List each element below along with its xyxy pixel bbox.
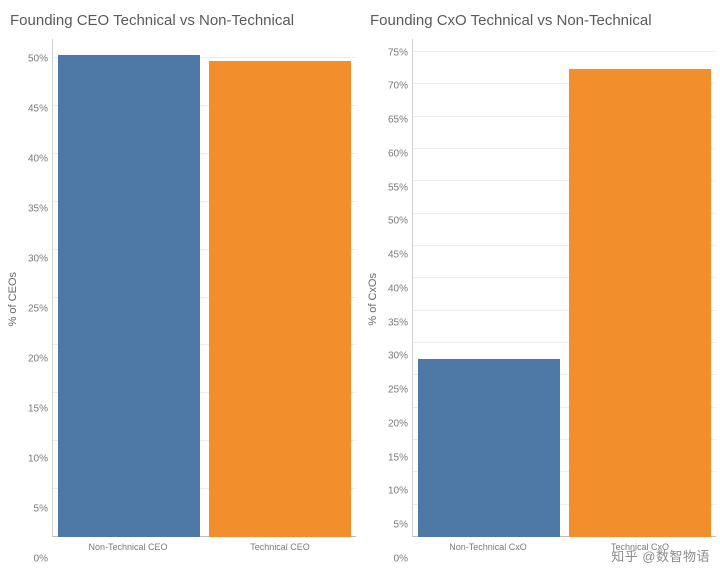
y-tick: 35%: [28, 204, 48, 215]
y-tick: 25%: [28, 304, 48, 315]
y-tick: 15%: [28, 404, 48, 415]
chart-panels: Founding CEO Technical vs Non-Technical%…: [0, 0, 720, 571]
bar-slot: [413, 39, 565, 537]
bar-slot: [205, 39, 357, 537]
y-axis-label: % of CEOs: [7, 272, 19, 326]
y-tick-column: 0%5%10%15%20%25%30%35%40%45%50%55%60%65%…: [382, 39, 412, 559]
y-tick: 35%: [388, 317, 408, 328]
chart-title: Founding CxO Technical vs Non-Technical: [364, 8, 716, 39]
y-tick: 55%: [388, 182, 408, 193]
y-tick: 5%: [34, 504, 48, 515]
x-axis: Non-Technical CEOTechnical CEO: [52, 537, 356, 559]
y-tick: 10%: [388, 486, 408, 497]
y-tick-column: 0%5%10%15%20%25%30%35%40%45%50%: [22, 39, 52, 559]
y-tick: 45%: [388, 250, 408, 261]
y-tick: 0%: [34, 554, 48, 565]
y-tick: 30%: [28, 254, 48, 265]
bar: [58, 55, 200, 537]
y-tick: 75%: [388, 47, 408, 58]
bar: [209, 61, 351, 537]
bars-container: [413, 39, 716, 537]
y-tick: 65%: [388, 115, 408, 126]
x-tick: Non-Technical CEO: [52, 538, 204, 559]
x-axis: Non-Technical CxOTechnical CxO: [412, 537, 716, 559]
chart-body: % of CEOs0%5%10%15%20%25%30%35%40%45%50%…: [4, 39, 356, 559]
y-axis-label: % of CxOs: [367, 273, 379, 326]
chart-title: Founding CEO Technical vs Non-Technical: [4, 8, 356, 39]
x-tick: Technical CEO: [204, 538, 356, 559]
y-tick: 5%: [394, 520, 408, 531]
bar-slot: [565, 39, 717, 537]
y-tick: 50%: [28, 54, 48, 65]
y-tick: 70%: [388, 81, 408, 92]
y-tick: 0%: [394, 554, 408, 565]
bar: [569, 69, 711, 537]
y-tick: 20%: [28, 354, 48, 365]
x-tick: Non-Technical CxO: [412, 538, 564, 559]
y-tick: 30%: [388, 351, 408, 362]
y-tick: 40%: [28, 154, 48, 165]
chart-panel-0: Founding CEO Technical vs Non-Technical%…: [0, 0, 360, 571]
bar: [418, 359, 560, 538]
chart-body: % of CxOs0%5%10%15%20%25%30%35%40%45%50%…: [364, 39, 716, 559]
plot-area: [52, 39, 356, 537]
y-tick: 60%: [388, 148, 408, 159]
chart-panel-1: Founding CxO Technical vs Non-Technical%…: [360, 0, 720, 571]
y-tick: 50%: [388, 216, 408, 227]
y-tick: 15%: [388, 452, 408, 463]
y-tick: 25%: [388, 385, 408, 396]
y-tick: 40%: [388, 283, 408, 294]
y-tick: 20%: [388, 418, 408, 429]
y-tick: 10%: [28, 454, 48, 465]
plot-area: [412, 39, 716, 537]
x-tick: Technical CxO: [564, 538, 716, 559]
y-tick: 45%: [28, 104, 48, 115]
bars-container: [53, 39, 356, 537]
bar-slot: [53, 39, 205, 537]
